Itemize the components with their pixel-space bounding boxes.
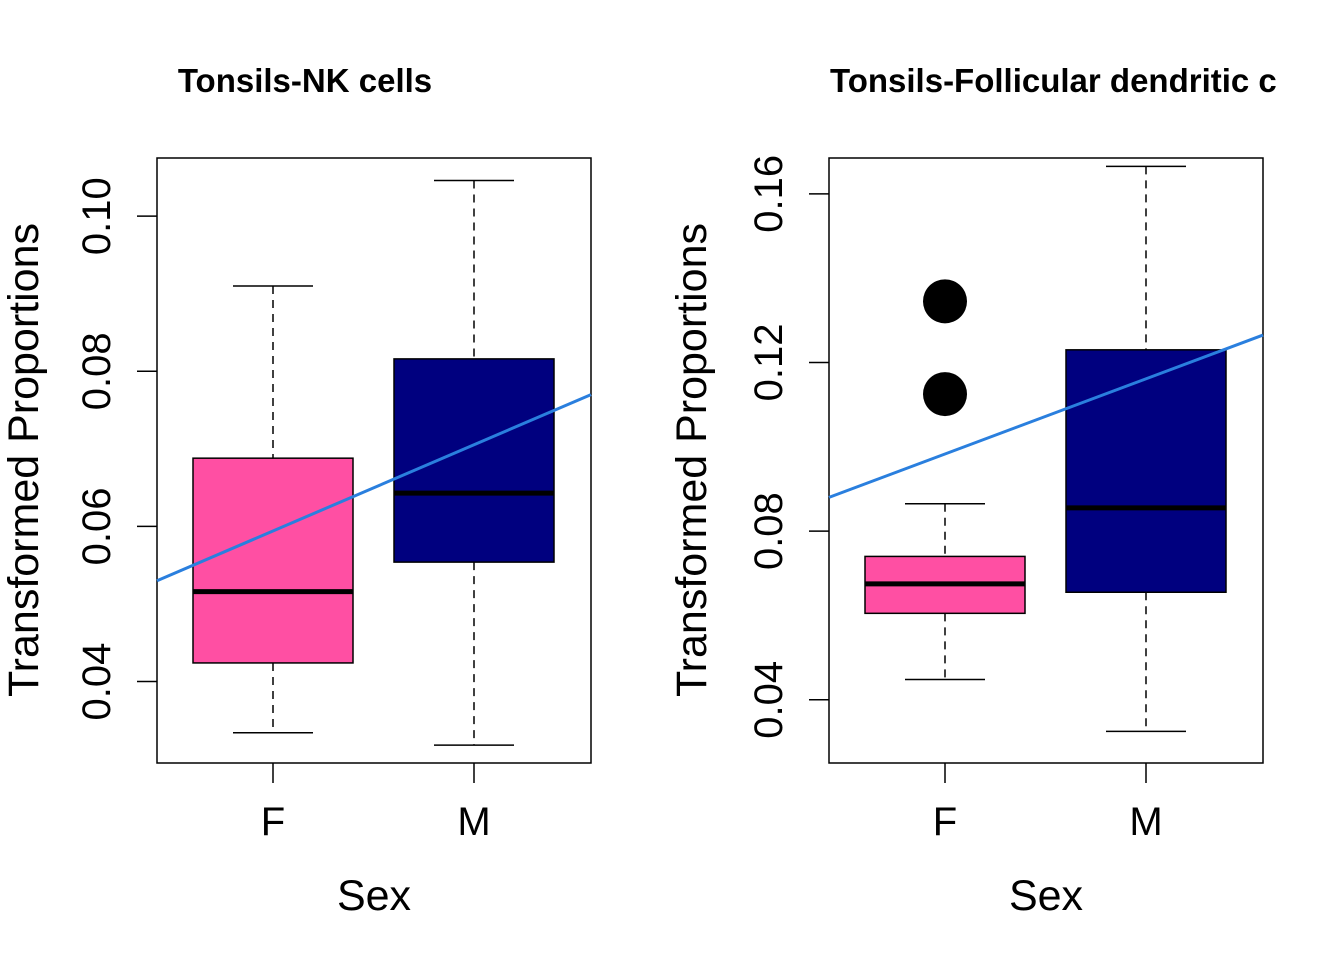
panel-title: Tonsils-Follicular dendritic c xyxy=(830,62,1277,99)
panel-follicular-dendritic: Tonsils-Follicular dendritic c 0.040.080… xyxy=(668,62,1277,920)
y-axis-label: Transformed Proportions xyxy=(668,223,716,697)
outlier-point xyxy=(923,372,967,417)
box-f xyxy=(192,285,354,734)
x-tick-label: M xyxy=(1129,800,1162,844)
x-axis-label: Sex xyxy=(1009,872,1084,920)
panel-title: Tonsils-NK cells xyxy=(178,62,432,99)
plot-frame xyxy=(828,157,1264,764)
y-tick-label: 0.10 xyxy=(75,177,119,255)
y-tick-label: 0.12 xyxy=(747,324,791,402)
box-f xyxy=(864,279,1026,681)
plot-marks: 0.04 0.06 0.08 0.10 F M xyxy=(75,177,592,844)
x-tick-label: M xyxy=(457,800,490,844)
iqr-box xyxy=(1065,349,1227,594)
y-tick-label: 0.08 xyxy=(75,332,119,410)
box-m xyxy=(393,179,555,746)
box-m xyxy=(1065,165,1227,733)
trend-line xyxy=(156,393,592,583)
panel-nk-cells: Tonsils-NK cells 0.040.060.080.10F M Sex … xyxy=(0,62,592,920)
plot-marks: 0.04 0.08 0.12 0.16 F M xyxy=(747,155,1264,844)
y-axis-label: Transformed Proportions xyxy=(0,223,48,697)
y-tick-label: 0.08 xyxy=(747,492,791,570)
y-tick-label: 0.04 xyxy=(75,643,119,721)
y-tick-label: 0.06 xyxy=(75,487,119,565)
x-axis-label: Sex xyxy=(337,872,412,920)
outlier-point xyxy=(923,279,967,324)
iqr-box xyxy=(192,457,354,664)
y-tick-label: 0.04 xyxy=(747,661,791,739)
x-tick-label: F xyxy=(933,800,957,844)
y-tick-label: 0.16 xyxy=(747,155,791,233)
plot-frame xyxy=(156,157,592,764)
trend-line xyxy=(828,333,1264,499)
x-tick-label: F xyxy=(261,800,285,844)
iqr-box xyxy=(393,358,555,563)
